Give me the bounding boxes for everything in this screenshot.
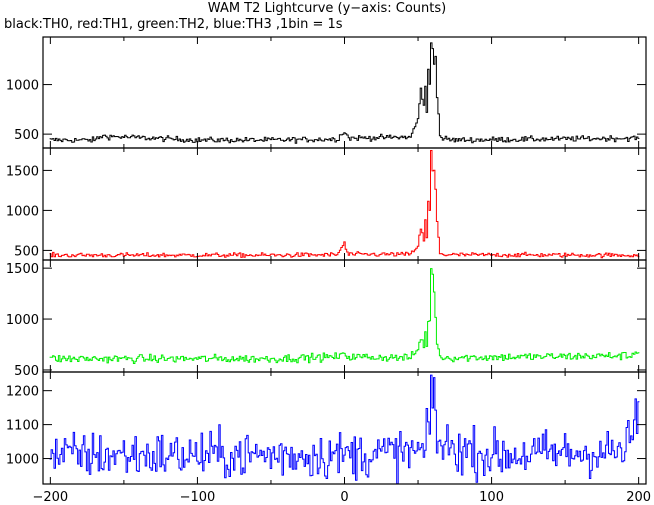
y-tick-label: 1000 — [6, 79, 39, 94]
y-tick-label: 500 — [14, 128, 39, 143]
x-tick-label: −200 — [32, 490, 68, 505]
y-tick-label: 1500 — [6, 262, 39, 277]
y-tick-label: 500 — [14, 364, 39, 379]
chart-title: WAM T2 Lightcurve (y−axis: Counts) — [207, 1, 447, 16]
y-tick-label: 1100 — [6, 419, 39, 434]
panel-th2: 500 1000 1500 — [6, 259, 647, 379]
series-line-th0 — [49, 42, 640, 144]
series-line-th2 — [49, 268, 640, 364]
panel-th1: 500 1000 1500 — [6, 147, 647, 261]
y-tick-label: 1200 — [6, 385, 39, 400]
panel-th3: 1000 1100 1200 — [6, 371, 647, 485]
panel-th0: 500 1000 — [6, 36, 647, 149]
panel-frame — [42, 36, 647, 149]
panel-frame — [42, 147, 647, 261]
panel-frame — [42, 259, 647, 373]
chart-subtitle: black:TH0, red:TH1, green:TH2, blue:TH3 … — [4, 17, 343, 32]
series-line-th1 — [49, 150, 640, 259]
x-tick-label: 0 — [340, 490, 348, 505]
panel-frame — [42, 371, 647, 485]
y-tick-label: 1000 — [6, 204, 39, 219]
y-tick-label: 1500 — [6, 164, 39, 179]
series-line-th3 — [49, 374, 640, 484]
y-tick-label: 1000 — [6, 313, 39, 328]
y-tick-label: 1000 — [6, 453, 39, 468]
x-tick-label: 100 — [479, 490, 504, 505]
x-tick-label: 200 — [626, 490, 651, 505]
x-tick-label: −100 — [180, 490, 216, 505]
y-tick-label: 500 — [14, 244, 39, 259]
